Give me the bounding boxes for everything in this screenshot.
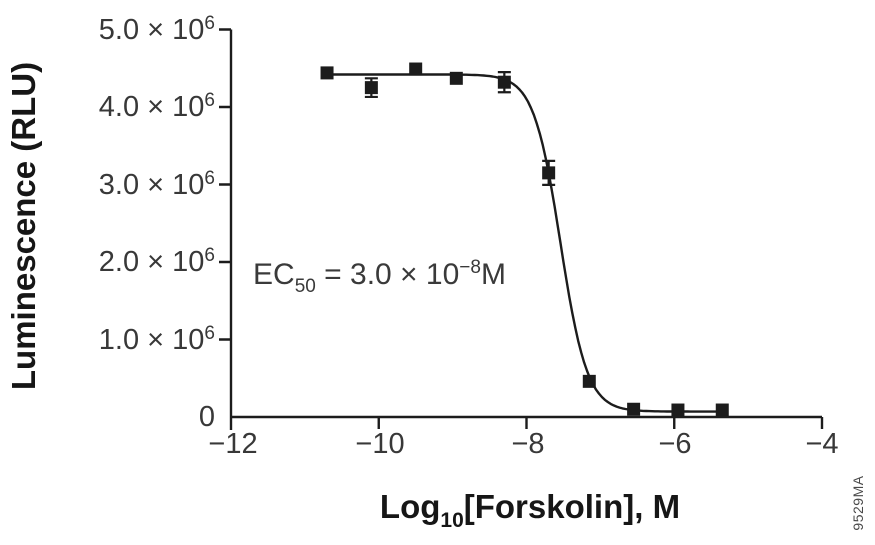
x-tick-label: −6: [658, 428, 692, 460]
data-point-marker: [582, 374, 596, 388]
data-point-marker: [542, 166, 556, 180]
ec50-annotation: EC50 = 3.0 × 10−8M: [253, 257, 506, 297]
ec50-subscript: 50: [294, 276, 316, 297]
x-tick-label: −12: [208, 428, 258, 460]
data-point-marker: [364, 81, 378, 95]
y-tick-mantissa: 3.0 × 10: [98, 169, 205, 201]
ec50-text: EC: [253, 258, 295, 291]
y-tick-label: 0: [199, 400, 215, 434]
y-axis-title: Luminescence (RLU): [5, 61, 42, 391]
data-point-marker: [409, 62, 423, 76]
y-tick-exponent: 6: [204, 245, 215, 266]
y-tick-mantissa: 1.0 × 10: [98, 324, 205, 356]
x-tick-label: −10: [355, 428, 405, 460]
ec50-value: = 3.0 × 10: [315, 258, 460, 291]
data-point-marker: [671, 403, 685, 417]
data-point-marker: [715, 403, 729, 417]
fit-curve: [327, 73, 721, 413]
x-tick-label: −4: [805, 428, 839, 460]
x-axis-title: Log10[Forskolin], M: [280, 487, 780, 532]
y-tick-mantissa: 5.0 × 10: [98, 14, 205, 46]
y-tick-label: 5.0 × 106: [99, 13, 215, 47]
y-tick-mantissa: 4.0 × 10: [98, 91, 205, 123]
y-tick-exponent: 6: [204, 13, 215, 34]
ec50-unit: M: [480, 258, 506, 291]
data-point-marker: [497, 75, 511, 89]
y-tick-label: 4.0 × 106: [99, 90, 215, 124]
axes-and-ticks: [219, 28, 824, 430]
y-tick-exponent: 6: [204, 168, 215, 189]
y-tick-mantissa: 0: [198, 401, 215, 433]
y-tick-exponent: 6: [204, 90, 215, 111]
data-point-marker: [320, 66, 334, 80]
x-axis-title-text: Log: [379, 488, 441, 525]
data-point-marker: [449, 71, 463, 85]
data-point-marker: [627, 402, 641, 416]
y-tick-mantissa: 2.0 × 10: [98, 246, 205, 278]
figure-id-watermark: 9529MA: [850, 475, 866, 531]
x-axis-title-subscript: 10: [440, 509, 464, 532]
y-tick-label: 1.0 × 106: [99, 323, 215, 357]
x-axis-title-unit: [Forskolin], M: [463, 488, 681, 525]
y-tick-exponent: 6: [204, 323, 215, 344]
x-tick-label: −8: [511, 428, 545, 460]
y-tick-label: 3.0 × 106: [99, 168, 215, 202]
ec50-exponent: −8: [459, 257, 481, 278]
y-tick-label: 2.0 × 106: [99, 245, 215, 279]
